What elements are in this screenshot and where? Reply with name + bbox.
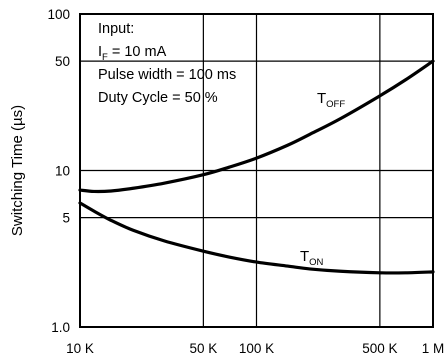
x-tick-label: 1 M	[422, 341, 445, 356]
y-tick-label: 100	[47, 7, 70, 22]
x-tick-label: 50 K	[189, 341, 217, 356]
series-label-ton: TON	[300, 248, 324, 268]
annotation-duty-cycle: Duty Cycle = 50 %	[98, 90, 218, 106]
y-axis-label: Switching Time (µs)	[9, 105, 26, 236]
conditions-annotation: Input: IF = 10 mA Pulse width = 100 ms D…	[98, 21, 236, 106]
y-tick-labels: 1.0 5 10 50 100	[47, 7, 70, 335]
x-tick-labels: 10 K 50 K 100 K 500 K 1 M	[66, 341, 444, 356]
ton-curve	[78, 201, 435, 275]
series-label-ton-main: T	[300, 248, 309, 265]
plot-frame	[79, 13, 434, 328]
toff-curve	[78, 59, 435, 194]
series-label-toff: TOFF	[317, 90, 345, 110]
y-tick-label: 50	[55, 54, 70, 69]
y-tick-label: 1.0	[51, 320, 70, 335]
annotation-i-symbol: I	[98, 44, 102, 60]
series-label-toff-main: T	[317, 90, 326, 107]
series-label-toff-sub: OFF	[326, 99, 345, 110]
x-tick-label: 10 K	[66, 341, 94, 356]
annotation-current-value: = 10 mA	[108, 44, 167, 60]
annotation-f-subscript: F	[102, 52, 108, 63]
annotation-pulse-width: Pulse width = 100 ms	[98, 67, 236, 83]
y-tick-label: 10	[55, 164, 70, 179]
curves	[78, 59, 435, 275]
x-tick-label: 100 K	[239, 341, 274, 356]
annotation-input: Input:	[98, 21, 134, 37]
y-tick-label: 5	[62, 211, 70, 226]
annotation-forward-current: IF = 10 mA	[98, 44, 167, 63]
grid	[80, 14, 433, 327]
series-label-ton-sub: ON	[309, 257, 323, 268]
x-tick-label: 500 K	[362, 341, 397, 356]
